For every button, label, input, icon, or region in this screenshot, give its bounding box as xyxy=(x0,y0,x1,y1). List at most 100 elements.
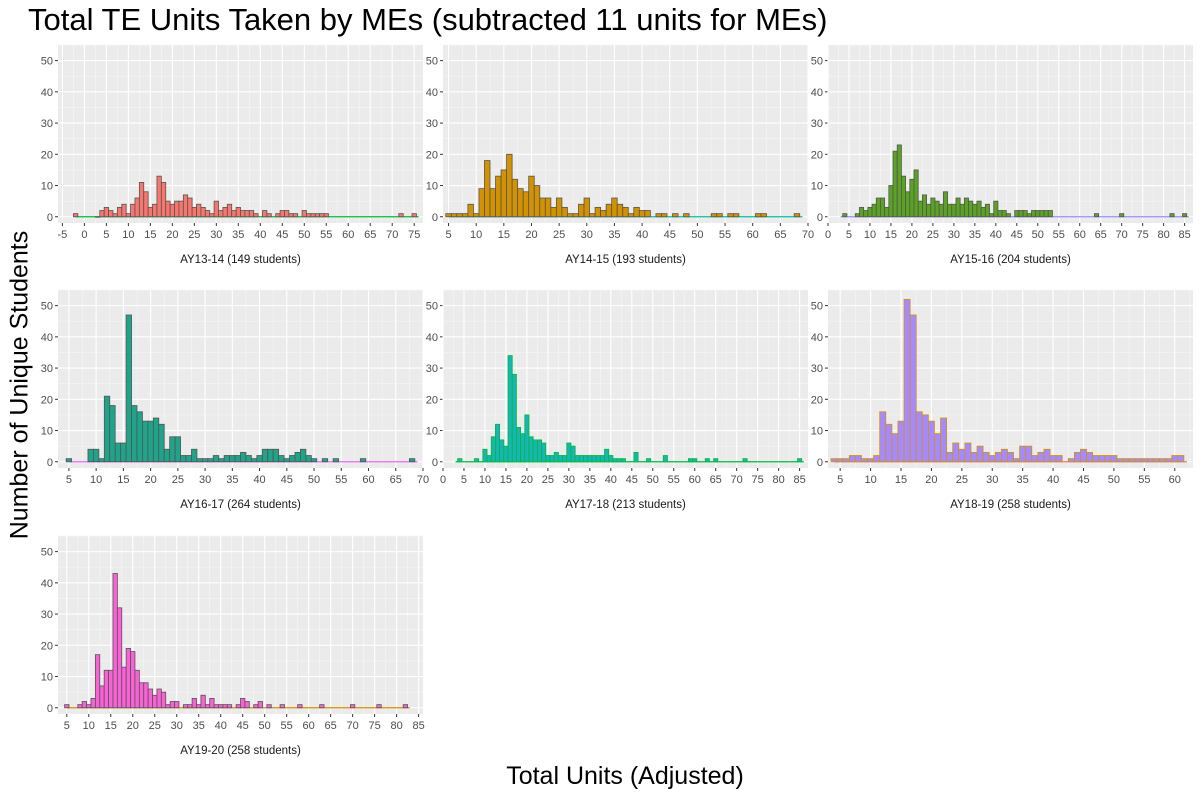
histogram-bar xyxy=(1182,213,1188,218)
panel-background xyxy=(58,290,423,468)
x-tick-label: 5 xyxy=(103,229,109,241)
histogram-bar xyxy=(294,451,301,463)
y-tick-label: 0 xyxy=(432,457,438,469)
x-tick-label: 20 xyxy=(906,229,918,241)
x-tick-label: 50 xyxy=(298,229,310,241)
histogram-bar xyxy=(253,704,259,709)
histogram-bar xyxy=(574,455,580,463)
x-tick-label: 55 xyxy=(1053,229,1065,241)
histogram-bar xyxy=(863,210,869,218)
histogram-bar xyxy=(984,203,990,218)
histogram-bar xyxy=(1018,210,1024,218)
histogram-bar xyxy=(716,213,723,218)
histogram-bar xyxy=(319,213,325,218)
histogram-bar xyxy=(152,694,158,709)
histogram-bar xyxy=(976,445,984,463)
histogram-bar xyxy=(633,451,639,463)
x-tick-label: 0 xyxy=(81,229,87,241)
histogram-bar xyxy=(980,206,986,218)
histogram-bar xyxy=(713,458,719,463)
histogram-bar xyxy=(1037,451,1045,463)
histogram-bar xyxy=(244,210,250,218)
histogram-bar xyxy=(955,197,961,218)
histogram-bar xyxy=(541,442,547,463)
histogram-bar xyxy=(989,213,995,218)
panel-6: 0 10 20 30 40 50 5 10 15 20 25 30 35 40 45 50 55 60 AY18-1… xyxy=(811,289,1193,511)
histogram-bar xyxy=(321,458,329,463)
x-tick-label: 25 xyxy=(188,229,200,241)
histogram-bar xyxy=(408,458,416,463)
histogram-bar xyxy=(212,455,220,463)
histogram-bar xyxy=(200,694,206,709)
histogram-bar xyxy=(1086,451,1094,463)
histogram-bar xyxy=(572,213,579,218)
histogram-bar xyxy=(557,455,563,463)
x-tick-label: 85 xyxy=(1178,229,1190,241)
histogram-bar xyxy=(940,417,948,463)
histogram-bar xyxy=(223,455,231,463)
y-tick-label: 0 xyxy=(47,703,53,715)
histogram-bar xyxy=(1092,455,1100,463)
histogram-bar xyxy=(103,206,109,218)
y-tick-label: 20 xyxy=(41,640,53,652)
histogram-bar xyxy=(507,355,513,463)
x-tick-label: 75 xyxy=(408,229,420,241)
histogram-bar xyxy=(921,414,929,463)
histogram-bar xyxy=(300,448,307,463)
histogram-bar xyxy=(1014,210,1020,218)
x-tick-label: 30 xyxy=(171,720,183,732)
histogram-bar xyxy=(1159,458,1167,463)
y-tick-label: 20 xyxy=(811,149,823,161)
y-tick-label: 20 xyxy=(41,149,53,161)
histogram-bar xyxy=(1080,448,1087,463)
x-tick-label: 35 xyxy=(969,229,981,241)
histogram-bar xyxy=(528,436,534,463)
histogram-bar xyxy=(256,455,263,463)
histogram-bar xyxy=(350,704,356,709)
x-tick-label: 70 xyxy=(731,474,743,486)
x-tick-label: 65 xyxy=(710,474,722,486)
histogram-bar xyxy=(871,203,877,218)
histogram-bar xyxy=(278,455,285,463)
histogram-bar xyxy=(495,423,501,463)
histogram-bar xyxy=(116,607,123,709)
histogram-bar xyxy=(915,411,923,463)
histogram-bar xyxy=(997,210,1003,218)
y-tick-label: 40 xyxy=(41,332,53,344)
histogram-bar xyxy=(156,688,162,709)
histogram-bar xyxy=(174,200,180,218)
histogram-bar xyxy=(842,458,850,463)
x-tick-label: 70 xyxy=(802,229,814,241)
chart-title: Total TE Units Taken by MEs (subtracted … xyxy=(28,2,828,37)
histogram-bar xyxy=(109,405,116,463)
histogram-bar xyxy=(683,213,690,218)
histogram-bar xyxy=(305,455,312,463)
x-tick-label: 60 xyxy=(362,474,374,486)
histogram-bar xyxy=(130,651,136,709)
y-tick-label: 0 xyxy=(47,212,53,224)
histogram-bar xyxy=(240,210,246,218)
x-tick-label: 65 xyxy=(390,474,402,486)
histogram-bar xyxy=(482,448,488,463)
histogram-bar xyxy=(163,448,171,463)
histogram-bar xyxy=(539,197,546,218)
y-tick-label: 10 xyxy=(426,181,438,193)
histogram-bar xyxy=(859,206,865,218)
histogram-bar xyxy=(511,373,517,463)
histogram-bar xyxy=(976,200,982,218)
x-tick-label: 15 xyxy=(895,474,907,486)
histogram-bar xyxy=(994,451,1002,463)
x-tick-label: 10 xyxy=(864,474,876,486)
x-tick-label: 30 xyxy=(581,229,593,241)
y-tick-label: 50 xyxy=(41,56,53,68)
histogram-bar xyxy=(959,203,965,218)
histogram-bar xyxy=(946,451,954,463)
x-tick-label: 45 xyxy=(276,229,288,241)
x-tick-label: 60 xyxy=(303,720,315,732)
histogram-bar xyxy=(209,697,215,709)
x-tick-label: 60 xyxy=(689,474,701,486)
histogram-bar xyxy=(156,175,162,218)
histogram-bar xyxy=(600,210,607,218)
histogram-bar xyxy=(604,448,610,463)
